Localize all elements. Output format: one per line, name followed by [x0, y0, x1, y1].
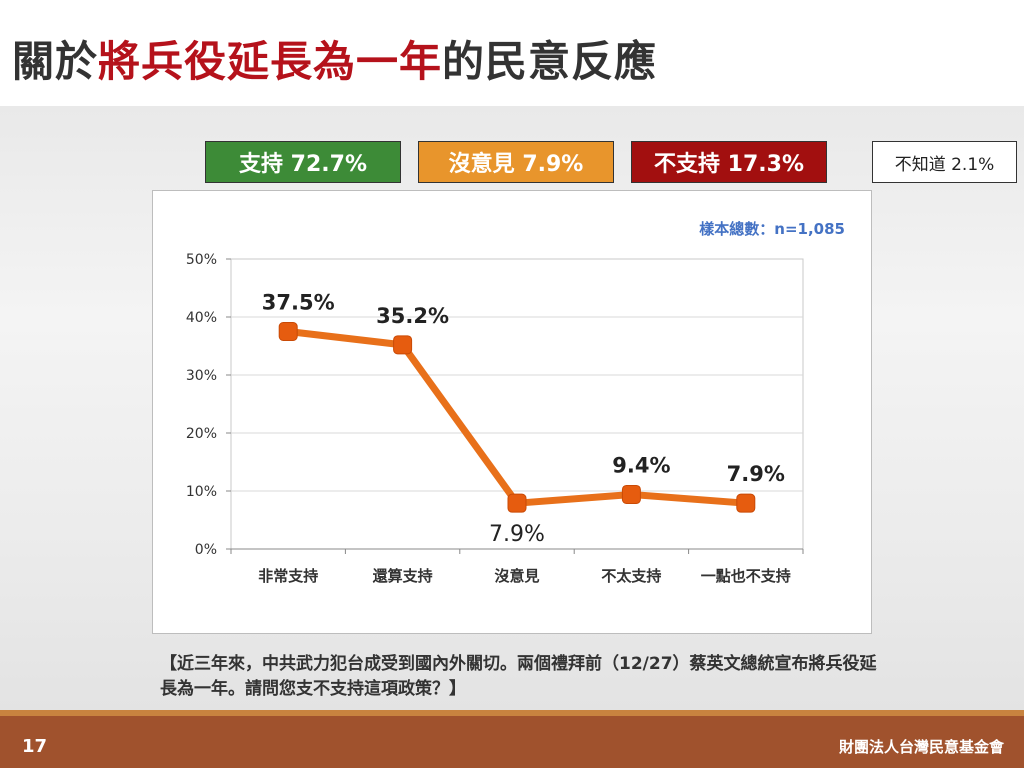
y-tick-label: 40% — [186, 310, 217, 326]
summary-oppose-box: 不支持 17.3% — [631, 141, 827, 183]
survey-question: 【近三年來，中共武力犯台成受到國內外關切。兩個禮拜前（12/27）蔡英文總統宣布… — [160, 654, 877, 699]
summary-unknown-box: 不知道 2.1% — [872, 141, 1017, 183]
y-tick-label: 10% — [186, 484, 217, 500]
x-tick-label: 還算支持 — [373, 567, 433, 585]
page-number: 17 — [22, 736, 48, 757]
data-point — [507, 493, 527, 513]
organization-name: 財團法人台灣民意基金會 — [838, 738, 1004, 756]
y-tick-label: 0% — [195, 542, 217, 558]
x-tick-label: 沒意見 — [494, 567, 539, 585]
data-label: 7.9% — [727, 462, 785, 486]
summary-neutral-label: 沒意見 7.9% — [448, 152, 584, 177]
y-tick-label: 50% — [186, 252, 217, 268]
title-prefix: 關於 — [12, 37, 99, 86]
summary-support-label: 支持 72.7% — [239, 152, 367, 177]
x-tick-label: 不太支持 — [601, 567, 661, 585]
data-point — [736, 493, 756, 513]
line-chart: 0% 10% 20% 30% 40% 50% 非常支持 還算支持 沒意見 不太支持 一點也不支持 37… — [186, 252, 804, 585]
data-label: 35.2% — [376, 304, 449, 328]
title-suffix: 的民意反應 — [442, 37, 658, 86]
footer: 17 財團法人台灣民意基金會 — [0, 710, 1024, 768]
summary-oppose-label: 不支持 17.3% — [654, 152, 804, 177]
page-title: 關於將兵役延長為一年的民意反應 — [12, 28, 657, 89]
x-tick-label: 非常支持 — [258, 567, 318, 585]
y-tick-label: 20% — [186, 426, 217, 442]
data-point — [393, 335, 413, 355]
data-label: 9.4% — [612, 453, 670, 477]
title-highlight: 將兵役延長為一年 — [98, 37, 443, 86]
data-label: 7.9% — [489, 522, 545, 547]
x-tick-label: 一點也不支持 — [701, 567, 791, 585]
data-label: 37.5% — [262, 291, 335, 315]
y-tick-label: 30% — [186, 368, 217, 384]
sample-size: 樣本總數：n=1,085 — [699, 220, 845, 238]
summary-support-box: 支持 72.7% — [205, 141, 401, 183]
summary-neutral-box: 沒意見 7.9% — [418, 141, 614, 183]
summary-unknown-label: 不知道 2.1% — [894, 154, 995, 175]
chart-container: 樣本總數：n=1,085 0% 10% 20% 30% 40% 50% 非常支持 還算支持 沒意… — [152, 190, 872, 634]
title-bar: 關於將兵役延長為一年的民意反應 — [0, 0, 1024, 106]
data-point — [278, 322, 298, 341]
data-point — [621, 484, 641, 504]
